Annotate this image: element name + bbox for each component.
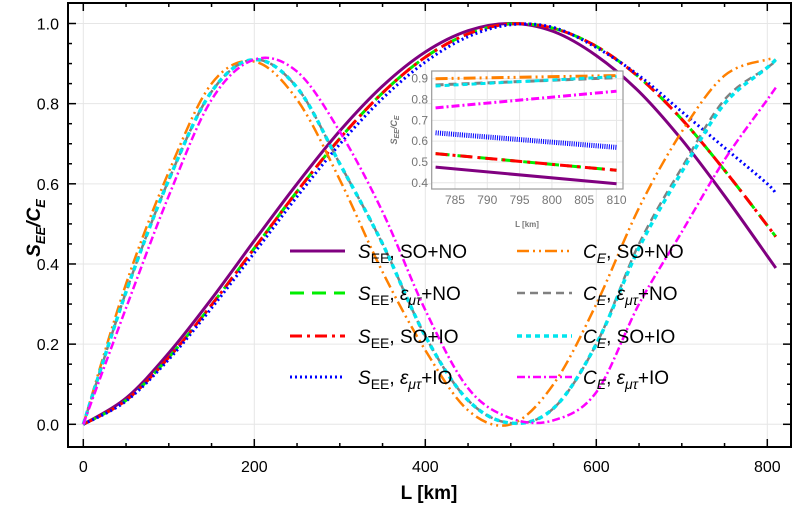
legend-label: SEE, SO+IO bbox=[358, 327, 459, 351]
x-tick-label: 400 bbox=[412, 459, 439, 476]
series-line-4 bbox=[82, 57, 777, 427]
inset-y-tick-label: 0.7 bbox=[411, 113, 428, 127]
inset-x-tick-label: 805 bbox=[574, 193, 594, 207]
legend-label: SEE, SO+NO bbox=[358, 242, 467, 266]
series-line-3 bbox=[82, 22, 778, 426]
inset-x-tick-label: 810 bbox=[607, 193, 627, 207]
series-line-1 bbox=[82, 22, 777, 426]
y-label-slash: / bbox=[24, 220, 45, 228]
inset-frame bbox=[431, 70, 624, 190]
legend: SEE, SO+NO SEE, εμτ+NO SEE, SO+IO SEE, εμτ+… bbox=[290, 242, 684, 392]
y-label-s: S bbox=[24, 244, 45, 257]
legend-label: CE, εμτ+IO bbox=[583, 368, 669, 392]
inset-y-tick-label: 0.5 bbox=[411, 155, 428, 169]
inset-series-line-3 bbox=[435, 130, 617, 150]
inset-plot: 785 790 795 800 805 810 0.4 0.5 0.6 0.7 0.8 0.9 L [… bbox=[389, 70, 627, 229]
y-tick-label: 1.0 bbox=[37, 17, 59, 34]
legend-item-3: SEE, εμτ+IO bbox=[290, 368, 452, 392]
x-tick-label: 200 bbox=[241, 459, 268, 476]
inset-x-tick-label: 800 bbox=[542, 193, 562, 207]
main-curves bbox=[81, 21, 778, 427]
x-axis-label: L [km] bbox=[401, 483, 458, 504]
x-tick-label: 0 bbox=[79, 459, 88, 476]
legend-label: SEE, εμτ+NO bbox=[358, 284, 461, 308]
y-label-c-sub: E bbox=[33, 199, 48, 208]
legend-item-4: CE, SO+NO bbox=[517, 242, 684, 266]
y-tick-label: 0.6 bbox=[37, 177, 59, 194]
plot-frame bbox=[67, 2, 792, 448]
inset-x-tick-label: 795 bbox=[510, 193, 530, 207]
inset-curves bbox=[435, 74, 617, 186]
legend-label: CE, εμτ+NO bbox=[583, 284, 678, 308]
legend-item-5: CE, εμτ+NO bbox=[517, 284, 678, 308]
y-label-c: C bbox=[24, 208, 45, 222]
inset-x-tick-label: 790 bbox=[477, 193, 497, 207]
inset-x-tick-label: 785 bbox=[445, 193, 465, 207]
y-axis-label: SEE/CE bbox=[24, 199, 48, 257]
series-line-7 bbox=[82, 56, 777, 425]
y-tick-label: 0.4 bbox=[37, 257, 59, 274]
legend-label: SEE, εμτ+IO bbox=[358, 368, 452, 392]
inset-y-tick-label: 0.4 bbox=[411, 176, 428, 190]
inset-series-line-6 bbox=[435, 75, 617, 88]
legend-item-7: CE, εμτ+IO bbox=[517, 368, 669, 392]
legend-label: CE, SO+IO bbox=[583, 327, 675, 351]
y-label-s-sub: EE bbox=[33, 227, 48, 245]
legend-item-6: CE, SO+IO bbox=[517, 327, 675, 351]
inset-background bbox=[431, 71, 623, 189]
inset-x-axis-label: L [km] bbox=[515, 220, 539, 229]
inset-y-tick-label: 0.6 bbox=[411, 134, 428, 148]
inset-y-tick-label: 0.9 bbox=[411, 72, 428, 86]
y-tick-label: 0.0 bbox=[37, 417, 59, 434]
y-tick-label: 0.8 bbox=[37, 97, 59, 114]
inset-series-line-2 bbox=[435, 152, 617, 172]
axis-ticks bbox=[68, 3, 791, 447]
legend-label: CE, SO+NO bbox=[583, 242, 684, 266]
series-line-2 bbox=[82, 22, 777, 426]
inset-y-tick-label: 0.8 bbox=[411, 93, 428, 107]
inset-tick-labels: 785 790 795 800 805 810 0.4 0.5 0.6 0.7 0.8 0.9 bbox=[411, 72, 627, 207]
inset-series-line-4 bbox=[435, 74, 617, 81]
y-tick-label: 0.2 bbox=[37, 337, 59, 354]
series-line-5 bbox=[82, 58, 777, 425]
axis-tick-labels: 0 200 400 600 800 0.0 0.2 0.4 0.6 0.8 1.0 bbox=[37, 17, 781, 477]
legend-item-2: SEE, SO+IO bbox=[290, 327, 459, 351]
inset-series-line-0 bbox=[435, 165, 617, 186]
series-line-0 bbox=[82, 21, 778, 426]
x-tick-label: 600 bbox=[583, 459, 610, 476]
inset-y-axis-label: SEE/CE bbox=[389, 115, 401, 144]
x-tick-label: 800 bbox=[754, 459, 781, 476]
inset-series-line-7 bbox=[435, 89, 617, 110]
legend-item-0: SEE, SO+NO bbox=[290, 242, 467, 266]
legend-item-1: SEE, εμτ+NO bbox=[290, 284, 461, 308]
